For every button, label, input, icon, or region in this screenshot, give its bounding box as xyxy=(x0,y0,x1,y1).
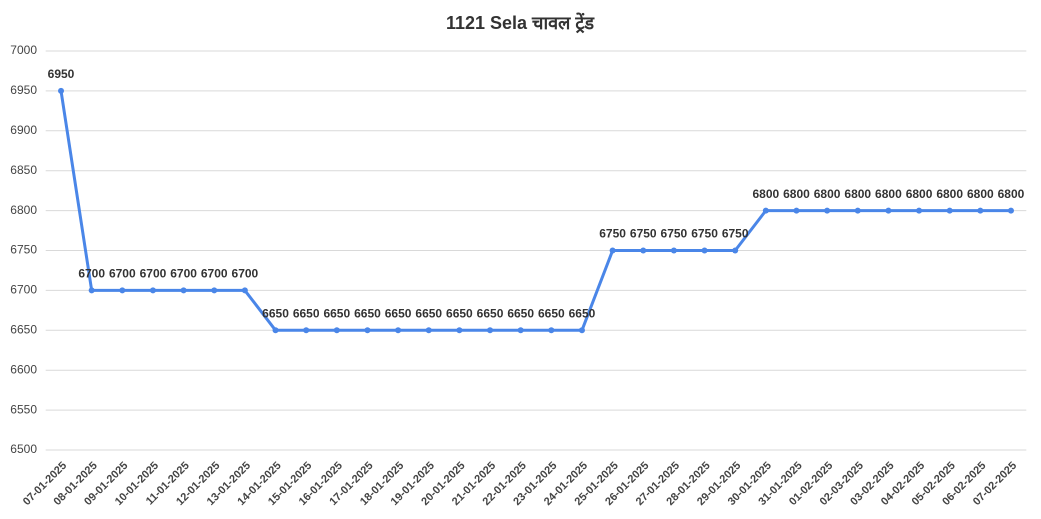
data-label: 6800 xyxy=(998,187,1025,201)
data-label: 6700 xyxy=(140,267,167,281)
data-label: 6750 xyxy=(630,227,657,241)
data-point xyxy=(149,287,156,294)
data-point xyxy=(58,87,65,94)
data-label: 6650 xyxy=(354,306,381,320)
data-label: 6650 xyxy=(323,306,350,320)
data-point xyxy=(1007,207,1014,214)
data-label: 6700 xyxy=(232,267,259,281)
y-tick-label: 6950 xyxy=(10,83,37,97)
data-point xyxy=(793,207,800,214)
y-tick-label: 6800 xyxy=(10,203,37,217)
data-label: 6800 xyxy=(752,187,779,201)
data-label: 6800 xyxy=(814,187,841,201)
data-point xyxy=(548,327,555,334)
data-point xyxy=(916,207,923,214)
data-point xyxy=(395,327,402,334)
data-point xyxy=(211,287,218,294)
data-point xyxy=(670,247,677,254)
data-label: 6800 xyxy=(844,187,871,201)
data-label: 6750 xyxy=(722,227,749,241)
y-tick-label: 6600 xyxy=(10,362,37,376)
data-label: 6700 xyxy=(78,267,105,281)
data-label: 6800 xyxy=(875,187,902,201)
data-label: 6750 xyxy=(661,227,688,241)
series-line xyxy=(59,90,1011,332)
data-point xyxy=(732,247,739,254)
data-label: 6650 xyxy=(415,306,442,320)
data-label: 6700 xyxy=(170,267,197,281)
data-label: 6750 xyxy=(599,227,626,241)
data-label: 6800 xyxy=(783,187,810,201)
data-label: 6700 xyxy=(201,267,228,281)
data-label: 6650 xyxy=(385,306,412,320)
y-tick-label: 6550 xyxy=(10,402,37,416)
y-tick-label: 6850 xyxy=(10,163,37,177)
data-label: 6650 xyxy=(293,306,320,320)
chart-title: 1121 Sela चावल ट्रेंड xyxy=(446,12,595,34)
data-point xyxy=(180,287,187,294)
data-label: 6650 xyxy=(569,306,596,320)
data-point xyxy=(762,207,769,214)
y-tick-label: 6500 xyxy=(10,442,37,456)
data-point xyxy=(487,327,494,334)
data-point xyxy=(885,207,892,214)
data-point xyxy=(578,327,585,334)
data-point xyxy=(303,327,310,334)
data-label: 6650 xyxy=(446,306,473,320)
data-label: 6650 xyxy=(262,306,289,320)
data-point xyxy=(701,247,708,254)
y-tick-label: 7000 xyxy=(10,43,37,57)
y-tick-label: 6650 xyxy=(10,322,37,336)
data-label: 6650 xyxy=(538,306,565,320)
data-point xyxy=(854,207,861,214)
data-point xyxy=(824,207,831,214)
data-point xyxy=(272,327,279,334)
data-point xyxy=(517,327,524,334)
data-label: 6800 xyxy=(936,187,963,201)
data-point xyxy=(333,327,340,334)
data-point xyxy=(425,327,432,334)
data-point xyxy=(609,247,616,254)
data-label: 6650 xyxy=(477,306,504,320)
y-tick-label: 6900 xyxy=(10,123,37,137)
data-point xyxy=(977,207,984,214)
data-label: 6750 xyxy=(691,227,718,241)
y-tick-label: 6700 xyxy=(10,283,37,297)
data-point xyxy=(456,327,463,334)
data-point xyxy=(364,327,371,334)
data-point xyxy=(640,247,647,254)
data-point xyxy=(241,287,248,294)
data-point xyxy=(88,287,95,294)
data-label: 6700 xyxy=(109,267,136,281)
data-label: 6800 xyxy=(906,187,933,201)
data-label: 6650 xyxy=(507,306,534,320)
data-point xyxy=(119,287,126,294)
data-point xyxy=(946,207,953,214)
data-label: 6800 xyxy=(967,187,994,201)
data-label: 6950 xyxy=(48,67,75,81)
y-tick-label: 6750 xyxy=(10,243,37,257)
